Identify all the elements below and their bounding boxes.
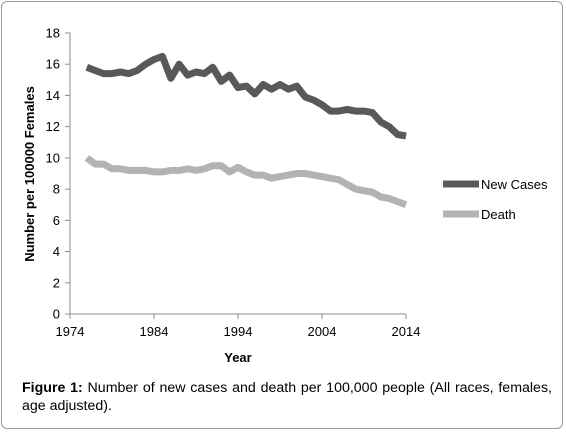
- caption-text: Number of new cases and death per 100,00…: [22, 380, 552, 414]
- x-axis-title: Year: [224, 350, 251, 365]
- series-line-death: [84, 155, 408, 208]
- y-tick-label: 14: [46, 88, 60, 103]
- caption-label: Figure 1:: [22, 380, 83, 396]
- y-tick-label: 10: [46, 150, 60, 165]
- y-tick-label: 8: [53, 182, 60, 197]
- y-tick-label: 16: [46, 57, 60, 72]
- y-tick-label: 0: [53, 307, 60, 322]
- legend-label: New Cases: [481, 177, 548, 192]
- x-axis-ticks: 1974 1984 1994 2004 2014: [56, 314, 421, 339]
- y-axis-ticks: 0 2 4 6 8 10 12 14 16 18: [46, 26, 70, 322]
- x-tick-label: 2004: [308, 324, 337, 339]
- y-tick-label: 4: [53, 244, 60, 259]
- y-tick-label: 6: [53, 213, 60, 228]
- x-tick-label: 1994: [224, 324, 253, 339]
- y-tick-label: 12: [46, 119, 60, 134]
- legend-label: Death: [481, 207, 516, 222]
- y-axis-title: Number per 100000 Females: [22, 86, 37, 262]
- figure-caption: Figure 1: Number of new cases and death …: [22, 379, 552, 415]
- series-group: [84, 52, 408, 208]
- y-tick-label: 18: [46, 26, 60, 41]
- x-tick-label: 2014: [392, 324, 421, 339]
- x-tick-label: 1984: [140, 324, 169, 339]
- series-line-new-cases: [85, 52, 407, 140]
- legend: New Cases Death: [443, 177, 548, 222]
- y-tick-label: 2: [53, 275, 60, 290]
- x-tick-label: 1974: [56, 324, 85, 339]
